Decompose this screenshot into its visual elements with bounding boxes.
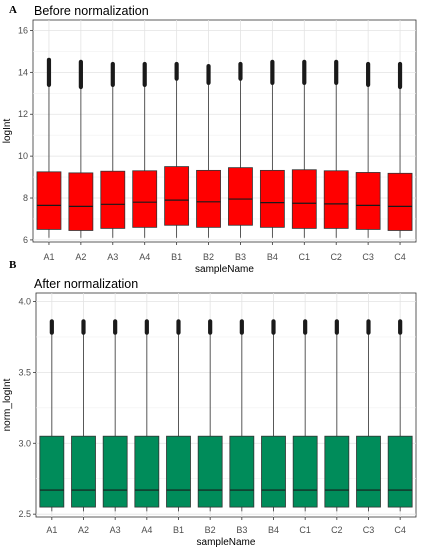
panel-b-letter: B [9,259,17,271]
box-iqr [355,172,381,230]
panel-b-x-tick-label: C3 [363,525,375,535]
panel-a-box-b4 [259,59,285,238]
panel-a-x-tick-label: A2 [75,252,86,262]
panel-a-x-tick-label: C4 [394,252,406,262]
panel-b-plot: 2.5 3.0 3.5 4.0 A1 A2 A3 A4 B1 B2 B3 B4 C1 C2 C3 C4 samp… [2,292,417,548]
panel-b-x-tick-label: B4 [268,525,279,535]
box-iqr [291,169,317,229]
panel-b-x-tick-label: C2 [331,525,343,535]
panel-a-title: Before normalization [34,4,149,18]
panel-a-x-tick-label: C3 [362,252,374,262]
panel-b-box-b3 [229,319,255,512]
panel-b-box-a1 [39,319,65,512]
panel-a-box-b2 [196,63,221,238]
panel-b-y-tick-label: 3.0 [18,438,31,448]
box-iqr [324,435,350,508]
box-iqr [387,172,413,231]
panel-a-y-tick-label: 12 [18,109,28,119]
panel-a-box-a4 [132,61,158,238]
panel-a-box-c2 [323,59,349,238]
box-iqr [229,435,255,508]
box-iqr [68,172,94,231]
box-iqr [292,435,318,508]
panel-a-x-tick-label: B1 [171,252,182,262]
box-iqr [36,171,62,230]
panel-a-y-tick-label: 6 [23,235,28,245]
panel-a-x-tick-label: B2 [203,252,214,262]
box-iqr [164,166,190,226]
panel-a-box-a1 [36,57,62,238]
box-iqr [259,169,285,228]
panel-a-y-tick-label: 16 [18,25,28,35]
box-iqr [166,435,191,508]
panel-a-x-tick-label: A3 [107,252,118,262]
box-iqr [387,435,413,508]
panel-b-box-b4 [261,319,286,512]
panel-b-y-tick-label: 2.5 [18,509,31,519]
panel-b-x-tick-label: A1 [46,525,57,535]
panel-a-x-tick-label: A1 [43,252,54,262]
panel-b-x-tick-label: C1 [299,525,311,535]
panel-a-x-tick-label: C2 [330,252,342,262]
panel-b-x-tick-label: A2 [78,525,89,535]
panel-b-x-tick-label: C4 [394,525,406,535]
panel-a-x-tick-label: B3 [235,252,246,262]
panel-a-box-c1 [291,59,317,238]
panel-b-box-a2 [71,319,96,512]
panel-b-x-axis-title: sampleName [197,537,256,548]
panel-a-box-a3 [100,61,126,238]
panel-b-y-tick-label: 4.0 [18,297,31,307]
box-iqr [39,435,65,508]
box-iqr [196,169,221,228]
panel-a-y-axis-title: logInt [2,119,13,144]
panel-a-box-c4 [387,61,413,238]
panel-b-x-tick-label: B1 [173,525,184,535]
panel-b-x-tick-label: A4 [141,525,152,535]
box-iqr [356,435,381,508]
panel-b-box-b2 [197,319,223,512]
panel-a-y-tick-label: 10 [18,151,28,161]
panel-a-x-tick-label: A4 [139,252,150,262]
box-iqr [102,435,128,508]
panel-a-x-axis-title: sampleName [195,264,254,275]
box-iqr [261,435,286,508]
panel-b-box-c3 [356,319,381,512]
panel-b-box-c2 [324,319,350,512]
panel-a-plot: 6 8 10 12 14 16 A1 A2 A3 A4 B1 B2 B3 B4 C1 C2 C3 C4 sample… [2,19,417,275]
panel-b-plot-area [35,292,417,518]
panel-a-y-tick-label: 8 [23,193,28,203]
box-iqr [132,170,158,228]
panel-b-y-tick-label: 3.5 [18,367,31,377]
panel-a-box-b3 [228,61,253,238]
panel-a-plot-area [32,19,417,243]
panel-b-y-axis-title: norm_logInt [2,378,13,431]
panel-a-box-a2 [68,59,94,238]
panel-a-y-tick-label: 14 [18,67,28,77]
box-iqr [197,435,223,508]
panel-b-x-tick-label: A3 [110,525,121,535]
panel-a-box-b1 [164,61,190,238]
panel-b-box-a4 [134,319,160,512]
panel-a-x-tick-label: B4 [267,252,278,262]
panel-b-x-tick-label: B3 [236,525,247,535]
panel-b-title: After normalization [34,277,138,291]
box-iqr [323,170,349,229]
panel-b-box-c1 [292,319,318,512]
panel-b-box-c4 [387,319,413,512]
panel-a-letter: A [9,4,17,16]
box-iqr [134,435,160,508]
box-iqr [71,435,96,508]
panel-b-box-b1 [166,319,191,512]
box-iqr [100,170,126,229]
panel-b-box-a3 [102,319,128,512]
panel-b-x-tick-label: B2 [205,525,216,535]
panel-a-x-tick-label: C1 [299,252,311,262]
box-iqr [228,167,253,226]
panel-a-box-c3 [355,61,381,238]
